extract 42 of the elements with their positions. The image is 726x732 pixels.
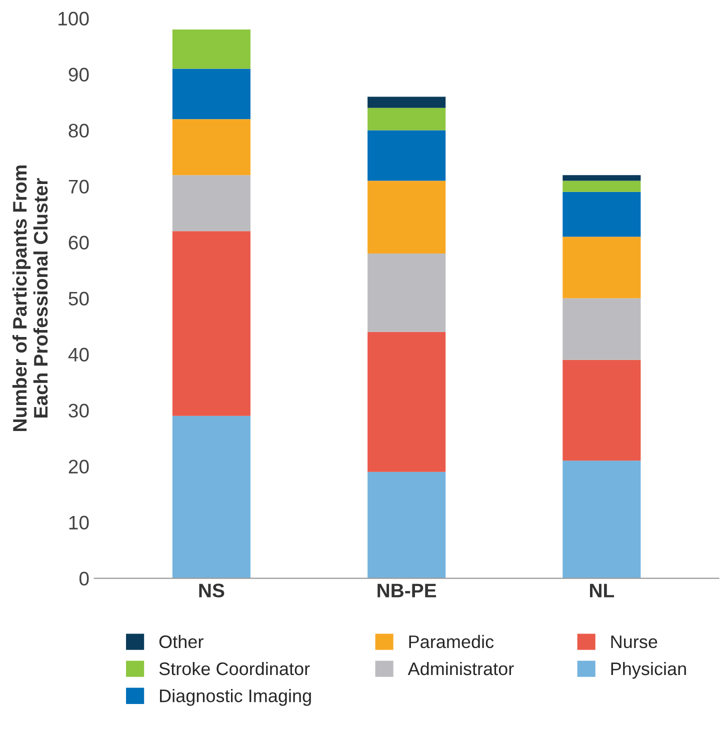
bar bbox=[368, 332, 446, 472]
bar bbox=[562, 360, 641, 461]
bar bbox=[172, 175, 250, 232]
y-tick-label: 20 bbox=[68, 460, 89, 474]
bar bbox=[562, 192, 641, 237]
bar bbox=[368, 472, 446, 578]
bar bbox=[172, 416, 250, 578]
y-tick-label: 30 bbox=[68, 404, 89, 418]
y-tick-label: 70 bbox=[68, 180, 89, 194]
y-tick-label: 90 bbox=[68, 68, 89, 82]
y-tick-label: 80 bbox=[68, 124, 89, 138]
legend-label: Stroke Coordinator bbox=[159, 662, 310, 676]
bar bbox=[172, 231, 250, 416]
y-tick-label: 60 bbox=[68, 236, 89, 250]
legend-label: Paramedic bbox=[409, 634, 494, 648]
bar bbox=[368, 180, 446, 254]
y-tick-label: 10 bbox=[69, 516, 89, 530]
legend-label: Physician bbox=[611, 662, 686, 679]
bar bbox=[172, 68, 250, 120]
bar bbox=[562, 236, 641, 298]
bar bbox=[368, 108, 446, 130]
y-tick-label: 50 bbox=[68, 292, 89, 306]
bar bbox=[562, 175, 641, 181]
bar bbox=[368, 253, 446, 332]
y-tick-label: 0 bbox=[79, 572, 89, 586]
legend-label: Nurse bbox=[611, 636, 658, 648]
bar bbox=[562, 180, 641, 192]
y-tick-label: 100 bbox=[58, 12, 89, 26]
x-tick-label: NS bbox=[199, 584, 224, 598]
bar bbox=[172, 119, 250, 176]
bar bbox=[562, 298, 641, 360]
x-tick-label: NB-PE bbox=[378, 584, 436, 598]
legend-label: Diagnostic Imaging bbox=[160, 688, 311, 706]
x-tick-label: NL bbox=[590, 584, 614, 598]
bar bbox=[172, 30, 250, 69]
y-tick-label: 40 bbox=[68, 348, 89, 362]
legend-label: Other bbox=[159, 634, 204, 648]
bar bbox=[562, 460, 641, 578]
y-axis-title: Number of Participants From Each Professional Cluster bbox=[12, 166, 48, 431]
bar bbox=[368, 96, 446, 108]
legend-label: Administrator bbox=[408, 662, 514, 676]
bar bbox=[368, 130, 446, 181]
